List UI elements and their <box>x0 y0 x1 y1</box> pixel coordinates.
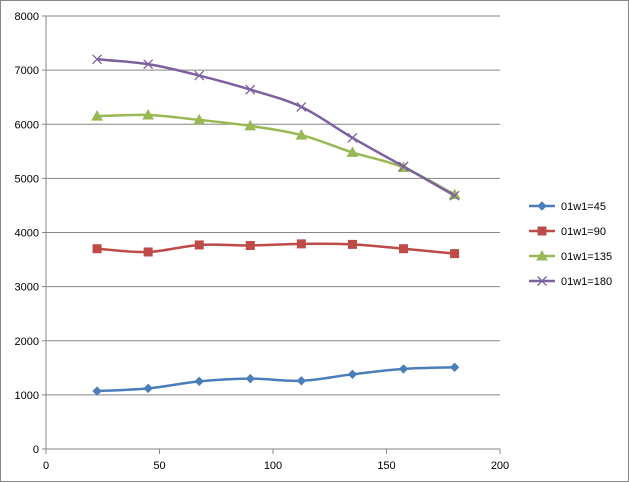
legend-marker <box>537 276 547 286</box>
x-tick-label: 150 <box>377 460 395 472</box>
legend-label: 01w1=180 <box>561 276 612 288</box>
gridlines <box>46 15 500 396</box>
data-point <box>450 249 460 259</box>
data-point <box>347 239 357 249</box>
x-tick-label: 50 <box>153 460 165 472</box>
data-point <box>449 190 460 201</box>
data-point <box>399 244 409 254</box>
legend-label: 01w1=90 <box>561 226 606 238</box>
legend-label: 01w1=45 <box>561 201 606 213</box>
data-point <box>92 244 102 254</box>
data-point <box>296 239 306 249</box>
data-point <box>296 101 307 112</box>
data-point <box>193 113 206 125</box>
y-tick-label: 6000 <box>15 119 39 131</box>
data-point <box>295 129 308 140</box>
legend-item: 01w1=135 <box>529 249 612 263</box>
y-tick-label: 2000 <box>15 336 39 348</box>
data-point <box>346 146 359 157</box>
y-tick-label: 8000 <box>15 11 39 23</box>
data-point <box>398 161 409 172</box>
y-tick-label: 3000 <box>15 282 39 294</box>
legend-item: 01w1=180 <box>529 276 612 288</box>
y-tick-label: 7000 <box>15 65 39 77</box>
series-1 <box>92 362 460 396</box>
y-tick-label: 4000 <box>15 228 39 240</box>
legend-item: 01w1=90 <box>529 226 606 238</box>
series-4 <box>92 54 460 201</box>
data-point <box>347 132 358 143</box>
data-point <box>143 59 154 70</box>
series-line <box>97 113 456 196</box>
data-point <box>194 70 205 81</box>
data-point <box>92 54 103 65</box>
data-point <box>296 376 307 386</box>
data-point <box>194 240 204 250</box>
axes: 0 1000 2000 3000 4000 5000 6000 7000 8000 0 50 100 1… <box>15 11 510 472</box>
data-point <box>194 376 204 387</box>
x-tick-label: 200 <box>491 460 509 472</box>
data-point <box>244 119 257 131</box>
data-point <box>449 362 460 372</box>
series-3 <box>91 109 461 200</box>
data-point <box>142 109 154 120</box>
y-tick-label: 1000 <box>15 390 39 402</box>
data-point <box>245 373 256 384</box>
y-tick-label: 5000 <box>15 173 39 185</box>
data-point <box>91 110 103 121</box>
legend-marker <box>536 249 548 261</box>
series-2 <box>92 239 460 259</box>
data-point <box>92 386 102 396</box>
y-tick-label: 0 <box>33 444 39 456</box>
data-point <box>245 84 256 95</box>
legend: 01w1=45 01w1=90 01w1=135 01w1=180 <box>529 201 612 288</box>
data-point <box>143 247 153 257</box>
data-point <box>245 240 255 250</box>
series-line <box>96 58 456 197</box>
legend-marker <box>537 226 547 236</box>
legend-label: 01w1=135 <box>561 251 612 263</box>
legend-item: 01w1=45 <box>529 201 606 213</box>
legend-marker <box>537 201 547 211</box>
data-point <box>398 364 409 374</box>
x-tick-label: 100 <box>264 460 282 472</box>
data-point <box>347 369 358 380</box>
series-layer <box>91 54 461 396</box>
data-point <box>143 383 153 394</box>
x-tick-label: 0 <box>43 460 49 472</box>
